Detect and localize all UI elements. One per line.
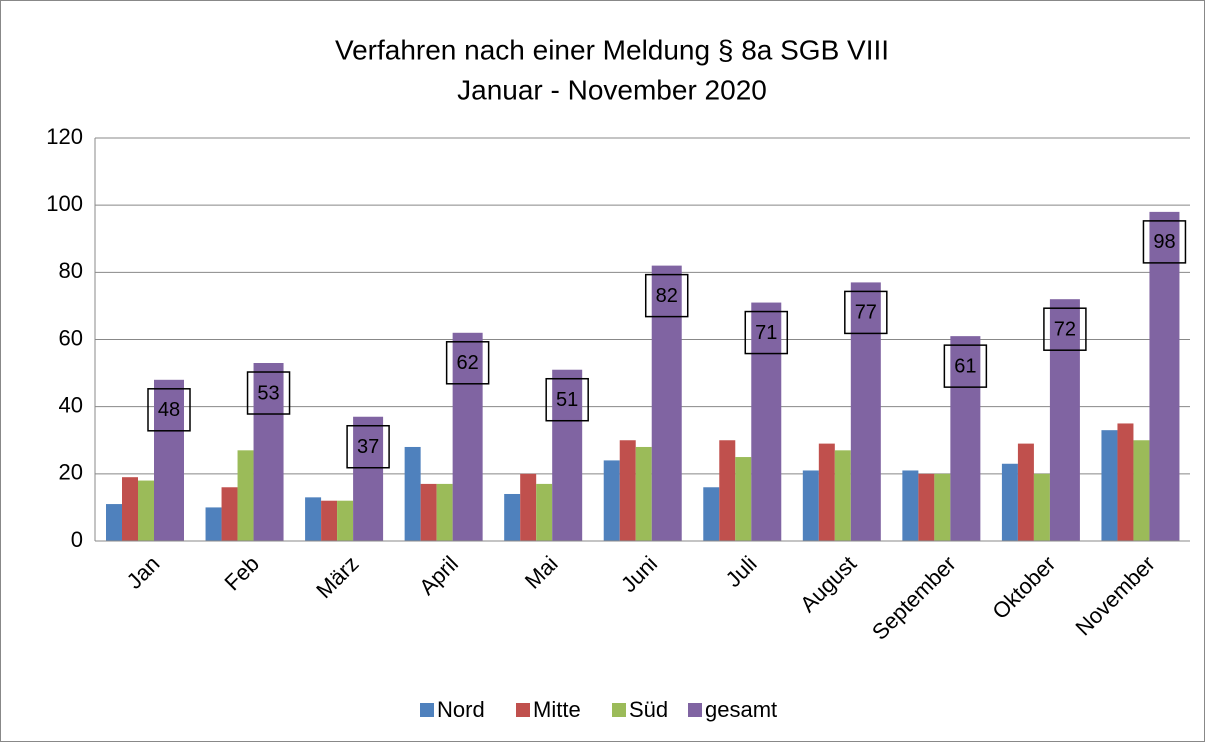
data-label: 51 xyxy=(556,389,578,411)
legend-label: Süd xyxy=(629,697,668,722)
bar xyxy=(635,446,652,541)
data-label: 71 xyxy=(755,322,777,344)
bar xyxy=(703,487,720,541)
bar xyxy=(337,500,354,541)
legend-label: Nord xyxy=(437,697,485,722)
legend-label: gesamt xyxy=(705,697,777,722)
bar xyxy=(850,282,881,541)
data-label-box xyxy=(147,388,191,432)
bar xyxy=(834,450,851,541)
bar xyxy=(138,480,154,541)
bar xyxy=(1033,473,1050,541)
bar xyxy=(918,473,935,541)
bar xyxy=(735,457,752,541)
data-label-box xyxy=(445,341,490,385)
bar xyxy=(504,493,521,541)
bar xyxy=(122,477,138,541)
bar xyxy=(1017,443,1034,541)
legend-swatch xyxy=(612,703,626,717)
bar xyxy=(552,369,583,541)
data-label-box xyxy=(644,273,689,318)
bar xyxy=(802,470,819,541)
bar xyxy=(1117,423,1134,541)
data-label: 61 xyxy=(954,355,976,377)
bar xyxy=(1049,299,1080,541)
data-label: 98 xyxy=(1153,231,1175,253)
y-tick-label: 40 xyxy=(59,392,83,417)
legend-swatch xyxy=(420,703,434,717)
y-tick-label: 80 xyxy=(59,258,83,283)
bar xyxy=(1149,211,1180,541)
data-label: 62 xyxy=(457,352,479,374)
data-label: 77 xyxy=(855,302,877,324)
data-label-box xyxy=(346,424,390,469)
bar xyxy=(1101,430,1118,541)
bar xyxy=(934,473,951,541)
y-tick-label: 0 xyxy=(71,527,83,552)
bar xyxy=(205,507,222,541)
bar xyxy=(520,473,537,541)
y-tick-label: 20 xyxy=(59,460,83,485)
bar xyxy=(106,504,122,541)
bar xyxy=(404,446,421,541)
bar xyxy=(751,302,782,541)
data-label: 82 xyxy=(656,285,678,307)
bar xyxy=(902,470,919,541)
data-label-box xyxy=(1043,307,1087,351)
data-label: 37 xyxy=(357,436,379,458)
bar xyxy=(436,483,453,541)
data-label-box xyxy=(744,310,789,355)
bar xyxy=(321,500,338,541)
bar xyxy=(237,450,254,541)
legend-swatch xyxy=(688,703,702,717)
legend-swatch xyxy=(516,703,530,717)
data-label-box xyxy=(545,377,589,422)
chart-title: Verfahren nach einer Meldung § 8a SGB VI… xyxy=(335,34,889,65)
bar xyxy=(950,336,981,541)
bar xyxy=(154,379,184,541)
y-tick-label: 60 xyxy=(59,325,83,350)
y-tick-label: 100 xyxy=(46,191,83,216)
legend-label: Mitte xyxy=(533,697,581,722)
bar xyxy=(619,440,636,541)
data-label: 53 xyxy=(257,382,279,404)
data-label-box xyxy=(844,290,888,335)
y-tick-label: 120 xyxy=(46,124,83,149)
bar xyxy=(818,443,835,541)
bar xyxy=(420,483,437,541)
bar xyxy=(1133,440,1150,541)
data-label: 48 xyxy=(158,399,180,421)
data-label-box xyxy=(943,344,988,388)
bar xyxy=(719,440,736,541)
bar xyxy=(452,332,483,541)
data-label-box xyxy=(246,371,291,415)
bar xyxy=(253,363,284,541)
bar xyxy=(353,416,384,541)
bar xyxy=(1001,463,1018,541)
chart-subtitle: Januar - November 2020 xyxy=(457,74,767,105)
data-label: 72 xyxy=(1054,318,1076,340)
bar xyxy=(221,487,238,541)
bar xyxy=(536,483,553,541)
bar xyxy=(651,265,682,541)
bar xyxy=(305,497,322,541)
data-label-box xyxy=(1142,220,1187,264)
bar xyxy=(603,460,620,541)
